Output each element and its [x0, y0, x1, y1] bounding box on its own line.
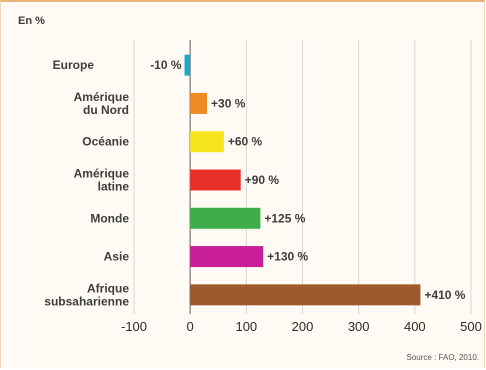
value-label: +125 %	[264, 211, 305, 225]
x-tick-label: 0	[187, 319, 194, 334]
x-tick-label: 400	[404, 319, 426, 334]
category-label: Europe	[53, 58, 95, 72]
category-label: Asie	[104, 250, 130, 264]
bar	[190, 169, 241, 191]
x-axis-ticks: -100 0 100 200 300 400 500	[121, 319, 482, 334]
category-label: Amérique latine	[74, 167, 130, 194]
source-label: Source : FAO, 2010.	[407, 353, 479, 362]
category-label: Afrique subsaharienne	[44, 281, 129, 308]
value-label: +60 %	[228, 135, 263, 149]
bar	[190, 246, 264, 268]
x-tick-label: 100	[235, 319, 257, 334]
grid-lines	[133, 40, 472, 314]
bar	[190, 131, 224, 153]
value-label: +130 %	[267, 250, 308, 264]
bars	[184, 54, 421, 306]
value-label: -10 %	[150, 58, 182, 72]
category-label: Océanie	[82, 135, 129, 149]
value-label: +90 %	[245, 173, 280, 187]
bar	[190, 92, 208, 114]
value-labels: -10 % +30 % +60 % +90 % +125 % +130 % +410 %	[150, 58, 466, 302]
bar	[190, 284, 421, 306]
category-labels: Europe Amérique du Nord Océanie Amérique lati…	[44, 58, 129, 308]
value-label: +410 %	[424, 288, 465, 302]
x-tick-label: 300	[348, 319, 370, 334]
category-label: Monde	[90, 211, 129, 225]
x-tick-label: -100	[121, 319, 147, 334]
bar	[190, 207, 261, 229]
bar	[184, 54, 191, 76]
category-label: Amérique du Nord	[74, 90, 130, 117]
value-label: +30 %	[211, 96, 246, 110]
unit-label: En %	[18, 15, 45, 27]
x-tick-label: 200	[292, 319, 314, 334]
x-tick-label: 500	[460, 319, 482, 334]
